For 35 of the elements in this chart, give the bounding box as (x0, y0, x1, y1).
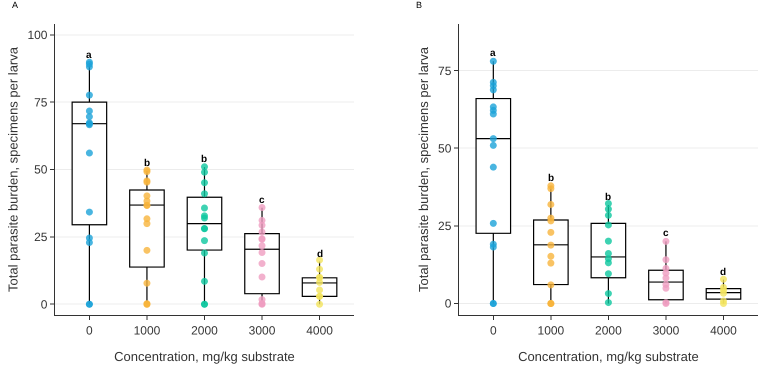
y-tick-label: 50 (438, 141, 452, 156)
x-tick-label: 1000 (134, 323, 161, 338)
annotation: c (663, 228, 669, 239)
x-tick-label: 2000 (595, 323, 622, 338)
x-tick-label: 1000 (538, 323, 565, 338)
annotation: b (144, 158, 150, 169)
y-tick-label: 75 (34, 95, 48, 110)
y-tick-label: 25 (34, 230, 48, 244)
x-tick-label: 4000 (306, 323, 334, 338)
annotation: b (201, 154, 208, 165)
x-tick-label: 3000 (652, 323, 680, 338)
y-tick-label: 0 (40, 297, 48, 312)
y-tick-label: 0 (444, 296, 452, 311)
annotation: c (259, 195, 265, 206)
annotation: b (548, 173, 554, 184)
x-tick-label: 2000 (191, 323, 218, 338)
y-tick-label: 50 (34, 162, 48, 177)
x-tick-label: 3000 (248, 323, 276, 338)
annotation: d (317, 249, 324, 260)
y-axis-title: Total parasite burden, specimens per larva (5, 46, 20, 292)
x-axis-title: Concentration, mg/kg substrate (518, 349, 699, 364)
annotation: a (86, 50, 92, 61)
x-axis-title: Concentration, mg/kg substrate (114, 349, 295, 364)
x-tick-label: 4000 (710, 323, 738, 338)
annotation: b (605, 192, 612, 203)
y-tick-label: 100 (27, 28, 48, 42)
y-tick-label: 25 (438, 219, 452, 234)
chart-title: A (12, 0, 18, 10)
y-axis-title: Total parasite burden, specimens per larva (416, 46, 431, 292)
y-tick-label: 75 (438, 64, 452, 78)
x-tick-label: 0 (490, 323, 497, 338)
x-tick-label: 0 (86, 323, 94, 338)
chart-title: B (416, 0, 422, 10)
annotation: d (720, 267, 726, 278)
annotation: a (490, 48, 496, 59)
